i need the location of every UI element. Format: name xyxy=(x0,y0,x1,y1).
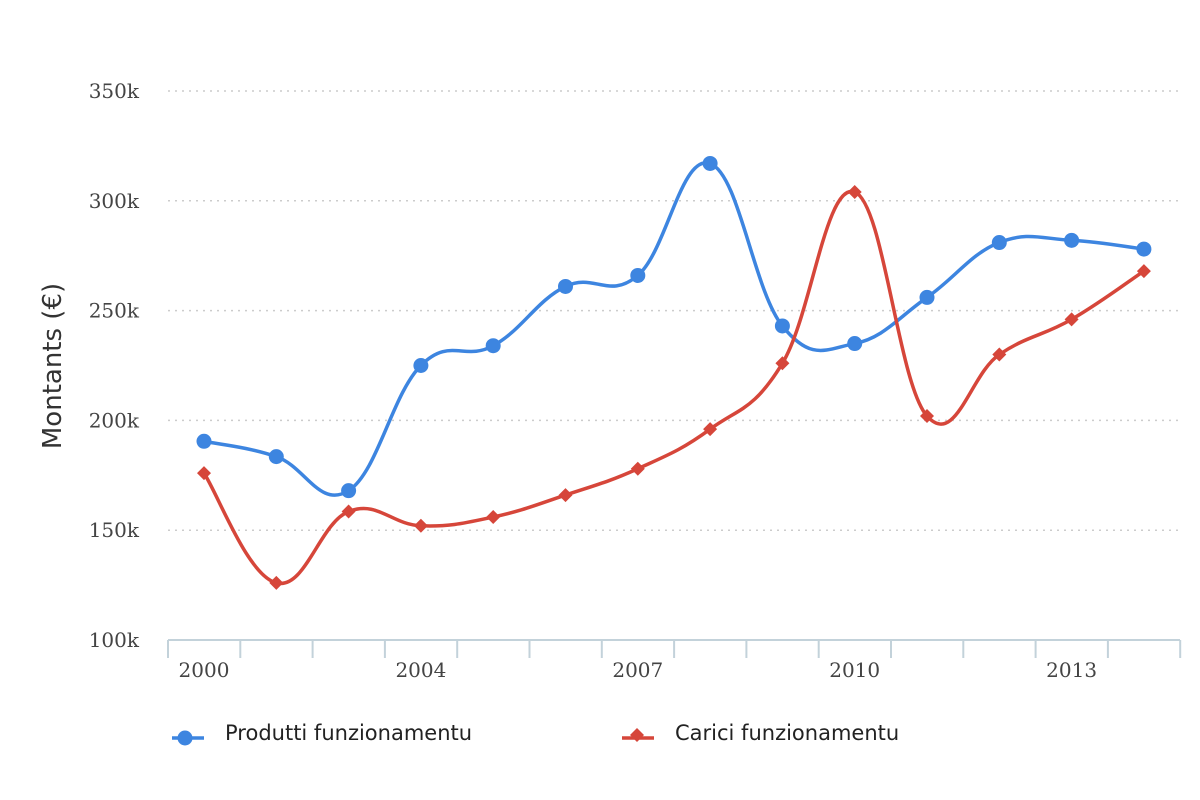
legend-marker xyxy=(630,728,644,742)
data-point xyxy=(703,422,718,437)
data-point xyxy=(413,358,429,373)
data-point xyxy=(775,356,790,371)
legend-item[interactable]: Carici funzionamentu xyxy=(622,721,899,745)
legend-marker xyxy=(177,730,193,746)
y-tick-label: 150k xyxy=(89,518,140,542)
legend-label: Produtti funzionamentu xyxy=(225,721,472,745)
data-point xyxy=(630,267,646,283)
data-point xyxy=(992,347,1007,362)
data-point xyxy=(702,155,718,171)
data-point xyxy=(558,488,573,503)
data-point xyxy=(486,510,501,525)
series-line xyxy=(202,190,1145,586)
y-tick-label: 200k xyxy=(89,408,140,432)
series-2 xyxy=(197,185,1151,590)
data-point xyxy=(991,235,1007,251)
data-point xyxy=(341,504,356,519)
legend-item[interactable]: Produtti funzionamentu xyxy=(172,721,472,746)
y-tick-label: 100k xyxy=(89,628,140,652)
x-tick-label: 2013 xyxy=(1046,658,1097,682)
data-point xyxy=(1136,264,1151,279)
data-point xyxy=(341,483,357,499)
x-axis xyxy=(167,639,1182,658)
legend: Produtti funzionamentu Carici funzionamen… xyxy=(172,721,899,746)
data-point xyxy=(920,409,934,424)
y-axis-ticks: 100k 150k 200k 250k 300k 350k xyxy=(89,79,140,652)
x-tick-label: 2007 xyxy=(612,658,663,682)
y-axis-label: Montants (€) xyxy=(38,283,68,449)
x-tick-label: 2004 xyxy=(395,658,446,682)
y-tick-label: 300k xyxy=(89,189,140,213)
data-point xyxy=(630,461,645,476)
data-point xyxy=(774,318,790,334)
y-tick-label: 250k xyxy=(89,299,140,323)
y-tick-label: 350k xyxy=(89,79,140,103)
data-point xyxy=(919,289,935,305)
series-lines xyxy=(196,155,1152,590)
data-point xyxy=(1064,312,1079,327)
data-point xyxy=(1064,232,1080,248)
data-point xyxy=(197,466,211,481)
data-point xyxy=(485,338,501,354)
data-point xyxy=(1136,241,1152,257)
grid-lines xyxy=(168,90,1180,531)
series-1 xyxy=(196,155,1152,499)
data-point xyxy=(847,185,862,200)
data-point xyxy=(558,278,573,294)
x-axis-ticks: 2000 2004 2007 2010 2013 xyxy=(179,658,1098,682)
data-point xyxy=(268,449,284,465)
data-point xyxy=(847,336,863,352)
series-line xyxy=(203,161,1145,497)
data-point xyxy=(196,433,212,449)
data-point xyxy=(413,518,428,533)
data-point xyxy=(269,575,284,590)
x-tick-label: 2000 xyxy=(179,658,230,682)
x-tick-label: 2010 xyxy=(829,658,880,682)
legend-label: Carici funzionamentu xyxy=(675,721,899,745)
